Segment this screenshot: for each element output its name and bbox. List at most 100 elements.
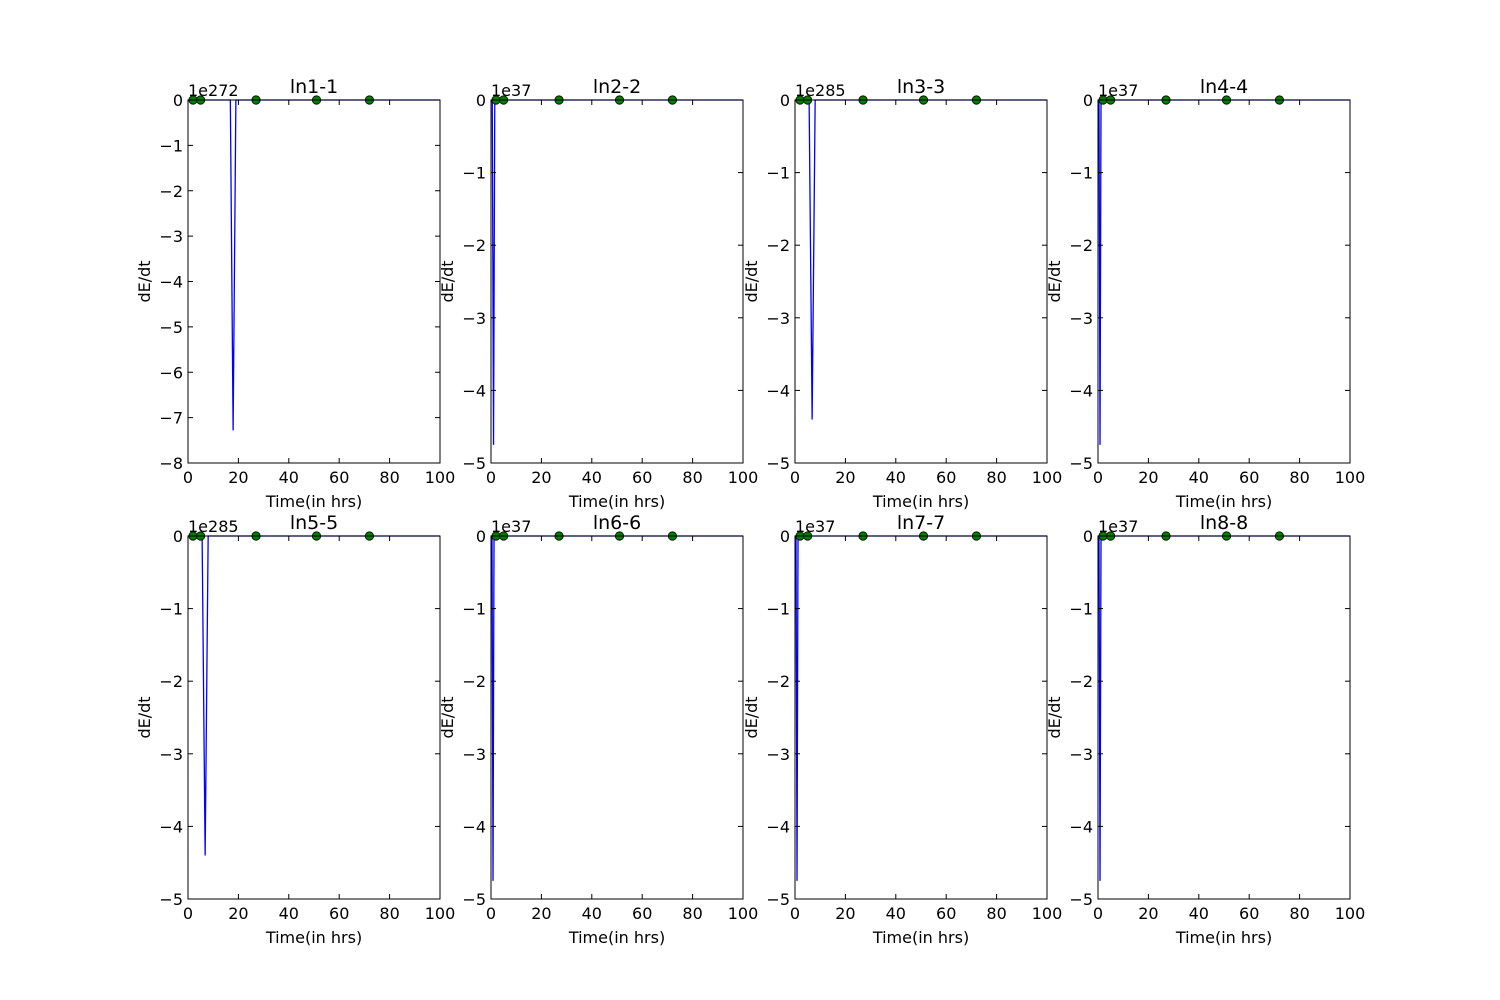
y-tick-label: 0 bbox=[1083, 91, 1093, 110]
x-tick-label: 20 bbox=[531, 468, 551, 487]
x-tick-label: 60 bbox=[936, 904, 956, 923]
subplot-4: 0 20 40 60 80 100 0 −1 −2 −3 −4 −5 1e37 ln4-4 Time(in … bbox=[1045, 76, 1365, 511]
subplot-7: 0 20 40 60 80 100 0 −1 −2 −3 −4 −5 1e37 ln7-7 Time(in … bbox=[742, 512, 1062, 947]
x-tick-label: 80 bbox=[986, 468, 1006, 487]
series-line bbox=[1098, 535, 1350, 881]
x-tick-label: 60 bbox=[632, 468, 652, 487]
y-axis-label: dE/dt bbox=[1045, 696, 1064, 738]
subplot-2: 0 20 40 60 80 100 0 −1 −2 −3 −4 −5 1e37 ln2-2 Time(in … bbox=[438, 76, 758, 511]
y-offset-text: 1e37 bbox=[491, 81, 531, 100]
subplot-5: 0 20 40 60 80 100 0 −1 −2 −3 −4 −5 1e285 ln5-5 Time(in… bbox=[135, 512, 455, 947]
y-tick-label: 0 bbox=[1083, 527, 1093, 546]
y-axis-label: dE/dt bbox=[135, 260, 154, 302]
x-tick-label: 40 bbox=[279, 904, 299, 923]
subplot-3: 0 20 40 60 80 100 0 −1 −2 −3 −4 −5 1e285 ln3-3 Time(in… bbox=[742, 76, 1062, 511]
y-tick-label: −1 bbox=[462, 600, 486, 619]
x-tick-label: 100 bbox=[425, 468, 456, 487]
x-tick-label: 80 bbox=[986, 904, 1006, 923]
axes-frame bbox=[1097, 535, 1351, 900]
chart-title: ln8-8 bbox=[1200, 512, 1248, 534]
y-tick-label: 0 bbox=[780, 527, 790, 546]
y-tick-label: −5 bbox=[766, 890, 790, 909]
x-tick-label: 40 bbox=[886, 904, 906, 923]
chart-title: ln4-4 bbox=[1200, 76, 1248, 98]
x-axis-label: Time(in hrs) bbox=[568, 928, 665, 947]
x-tick-label: 80 bbox=[682, 468, 702, 487]
y-tick-label: −2 bbox=[462, 672, 486, 691]
x-axis-label: Time(in hrs) bbox=[1175, 492, 1272, 511]
y-tick-label: −1 bbox=[159, 600, 183, 619]
x-tick-label: 60 bbox=[329, 468, 349, 487]
y-tick-label: −4 bbox=[1069, 817, 1093, 836]
y-tick-label: −2 bbox=[159, 672, 183, 691]
x-axis-label: Time(in hrs) bbox=[872, 492, 969, 511]
y-tick-label: 0 bbox=[780, 91, 790, 110]
series-line bbox=[188, 99, 440, 431]
x-tick-label: 0 bbox=[790, 904, 800, 923]
x-tick-label: 100 bbox=[425, 904, 456, 923]
x-tick-label: 80 bbox=[379, 468, 399, 487]
chart-title: ln7-7 bbox=[897, 512, 945, 534]
x-axis-label: Time(in hrs) bbox=[872, 928, 969, 947]
x-tick-label: 40 bbox=[886, 468, 906, 487]
x-axis-label: Time(in hrs) bbox=[265, 928, 362, 947]
y-tick-label: −3 bbox=[462, 745, 486, 764]
x-tick-label: 40 bbox=[582, 468, 602, 487]
x-tick-label: 40 bbox=[1189, 468, 1209, 487]
axes-frame bbox=[187, 99, 441, 464]
x-tick-label: 20 bbox=[1138, 468, 1158, 487]
chart-title: ln1-1 bbox=[290, 76, 338, 98]
y-tick-label: 0 bbox=[173, 527, 183, 546]
x-tick-label: 80 bbox=[1289, 904, 1309, 923]
axes-frame bbox=[794, 535, 1048, 900]
series-line bbox=[795, 99, 1047, 420]
y-tick-label: 0 bbox=[173, 91, 183, 110]
y-tick-label: −2 bbox=[766, 236, 790, 255]
y-tick-label: −2 bbox=[159, 182, 183, 201]
series-line bbox=[491, 99, 743, 445]
y-tick-label: −3 bbox=[766, 745, 790, 764]
x-tick-label: 0 bbox=[1093, 468, 1103, 487]
subplot-1: 0 20 40 60 80 100 0 −1 −2 −3 −4 −5 −6 −7 −8 1e272 ln1-1 T… bbox=[135, 76, 455, 511]
y-tick-label: −5 bbox=[159, 318, 183, 337]
y-tick-label: −1 bbox=[1069, 164, 1093, 183]
x-tick-label: 60 bbox=[632, 904, 652, 923]
y-tick-label: −5 bbox=[462, 890, 486, 909]
axes-frame bbox=[187, 535, 441, 900]
y-tick-label: −3 bbox=[766, 309, 790, 328]
x-tick-label: 60 bbox=[1239, 904, 1259, 923]
x-tick-label: 100 bbox=[1032, 904, 1063, 923]
x-tick-label: 80 bbox=[682, 904, 702, 923]
series-line bbox=[1098, 99, 1350, 445]
axes-frame bbox=[490, 99, 744, 464]
y-tick-label: −1 bbox=[159, 136, 183, 155]
x-tick-label: 60 bbox=[1239, 468, 1259, 487]
y-offset-text: 1e37 bbox=[795, 517, 835, 536]
chart-title: ln6-6 bbox=[593, 512, 641, 534]
y-tick-label: −5 bbox=[462, 454, 486, 473]
x-tick-label: 0 bbox=[183, 904, 193, 923]
y-tick-label: −3 bbox=[462, 309, 486, 328]
y-tick-label: −4 bbox=[1069, 381, 1093, 400]
y-tick-label: −2 bbox=[766, 672, 790, 691]
chart-title: ln2-2 bbox=[593, 76, 641, 98]
x-tick-label: 100 bbox=[728, 904, 759, 923]
x-tick-label: 0 bbox=[1093, 904, 1103, 923]
chart-title: ln5-5 bbox=[290, 512, 338, 534]
y-tick-label: −3 bbox=[1069, 309, 1093, 328]
y-tick-label: 0 bbox=[476, 527, 486, 546]
axes-frame bbox=[794, 99, 1048, 464]
axes-frame bbox=[1097, 99, 1351, 464]
y-tick-label: −2 bbox=[1069, 236, 1093, 255]
y-axis-label: dE/dt bbox=[135, 696, 154, 738]
chart-title: ln3-3 bbox=[897, 76, 945, 98]
x-axis-label: Time(in hrs) bbox=[265, 492, 362, 511]
x-tick-label: 40 bbox=[279, 468, 299, 487]
y-offset-text: 1e37 bbox=[1098, 517, 1138, 536]
x-tick-label: 20 bbox=[531, 904, 551, 923]
y-offset-text: 1e37 bbox=[491, 517, 531, 536]
x-tick-label: 20 bbox=[228, 904, 248, 923]
x-tick-label: 60 bbox=[329, 904, 349, 923]
x-tick-label: 80 bbox=[1289, 468, 1309, 487]
y-tick-label: −4 bbox=[462, 817, 486, 836]
